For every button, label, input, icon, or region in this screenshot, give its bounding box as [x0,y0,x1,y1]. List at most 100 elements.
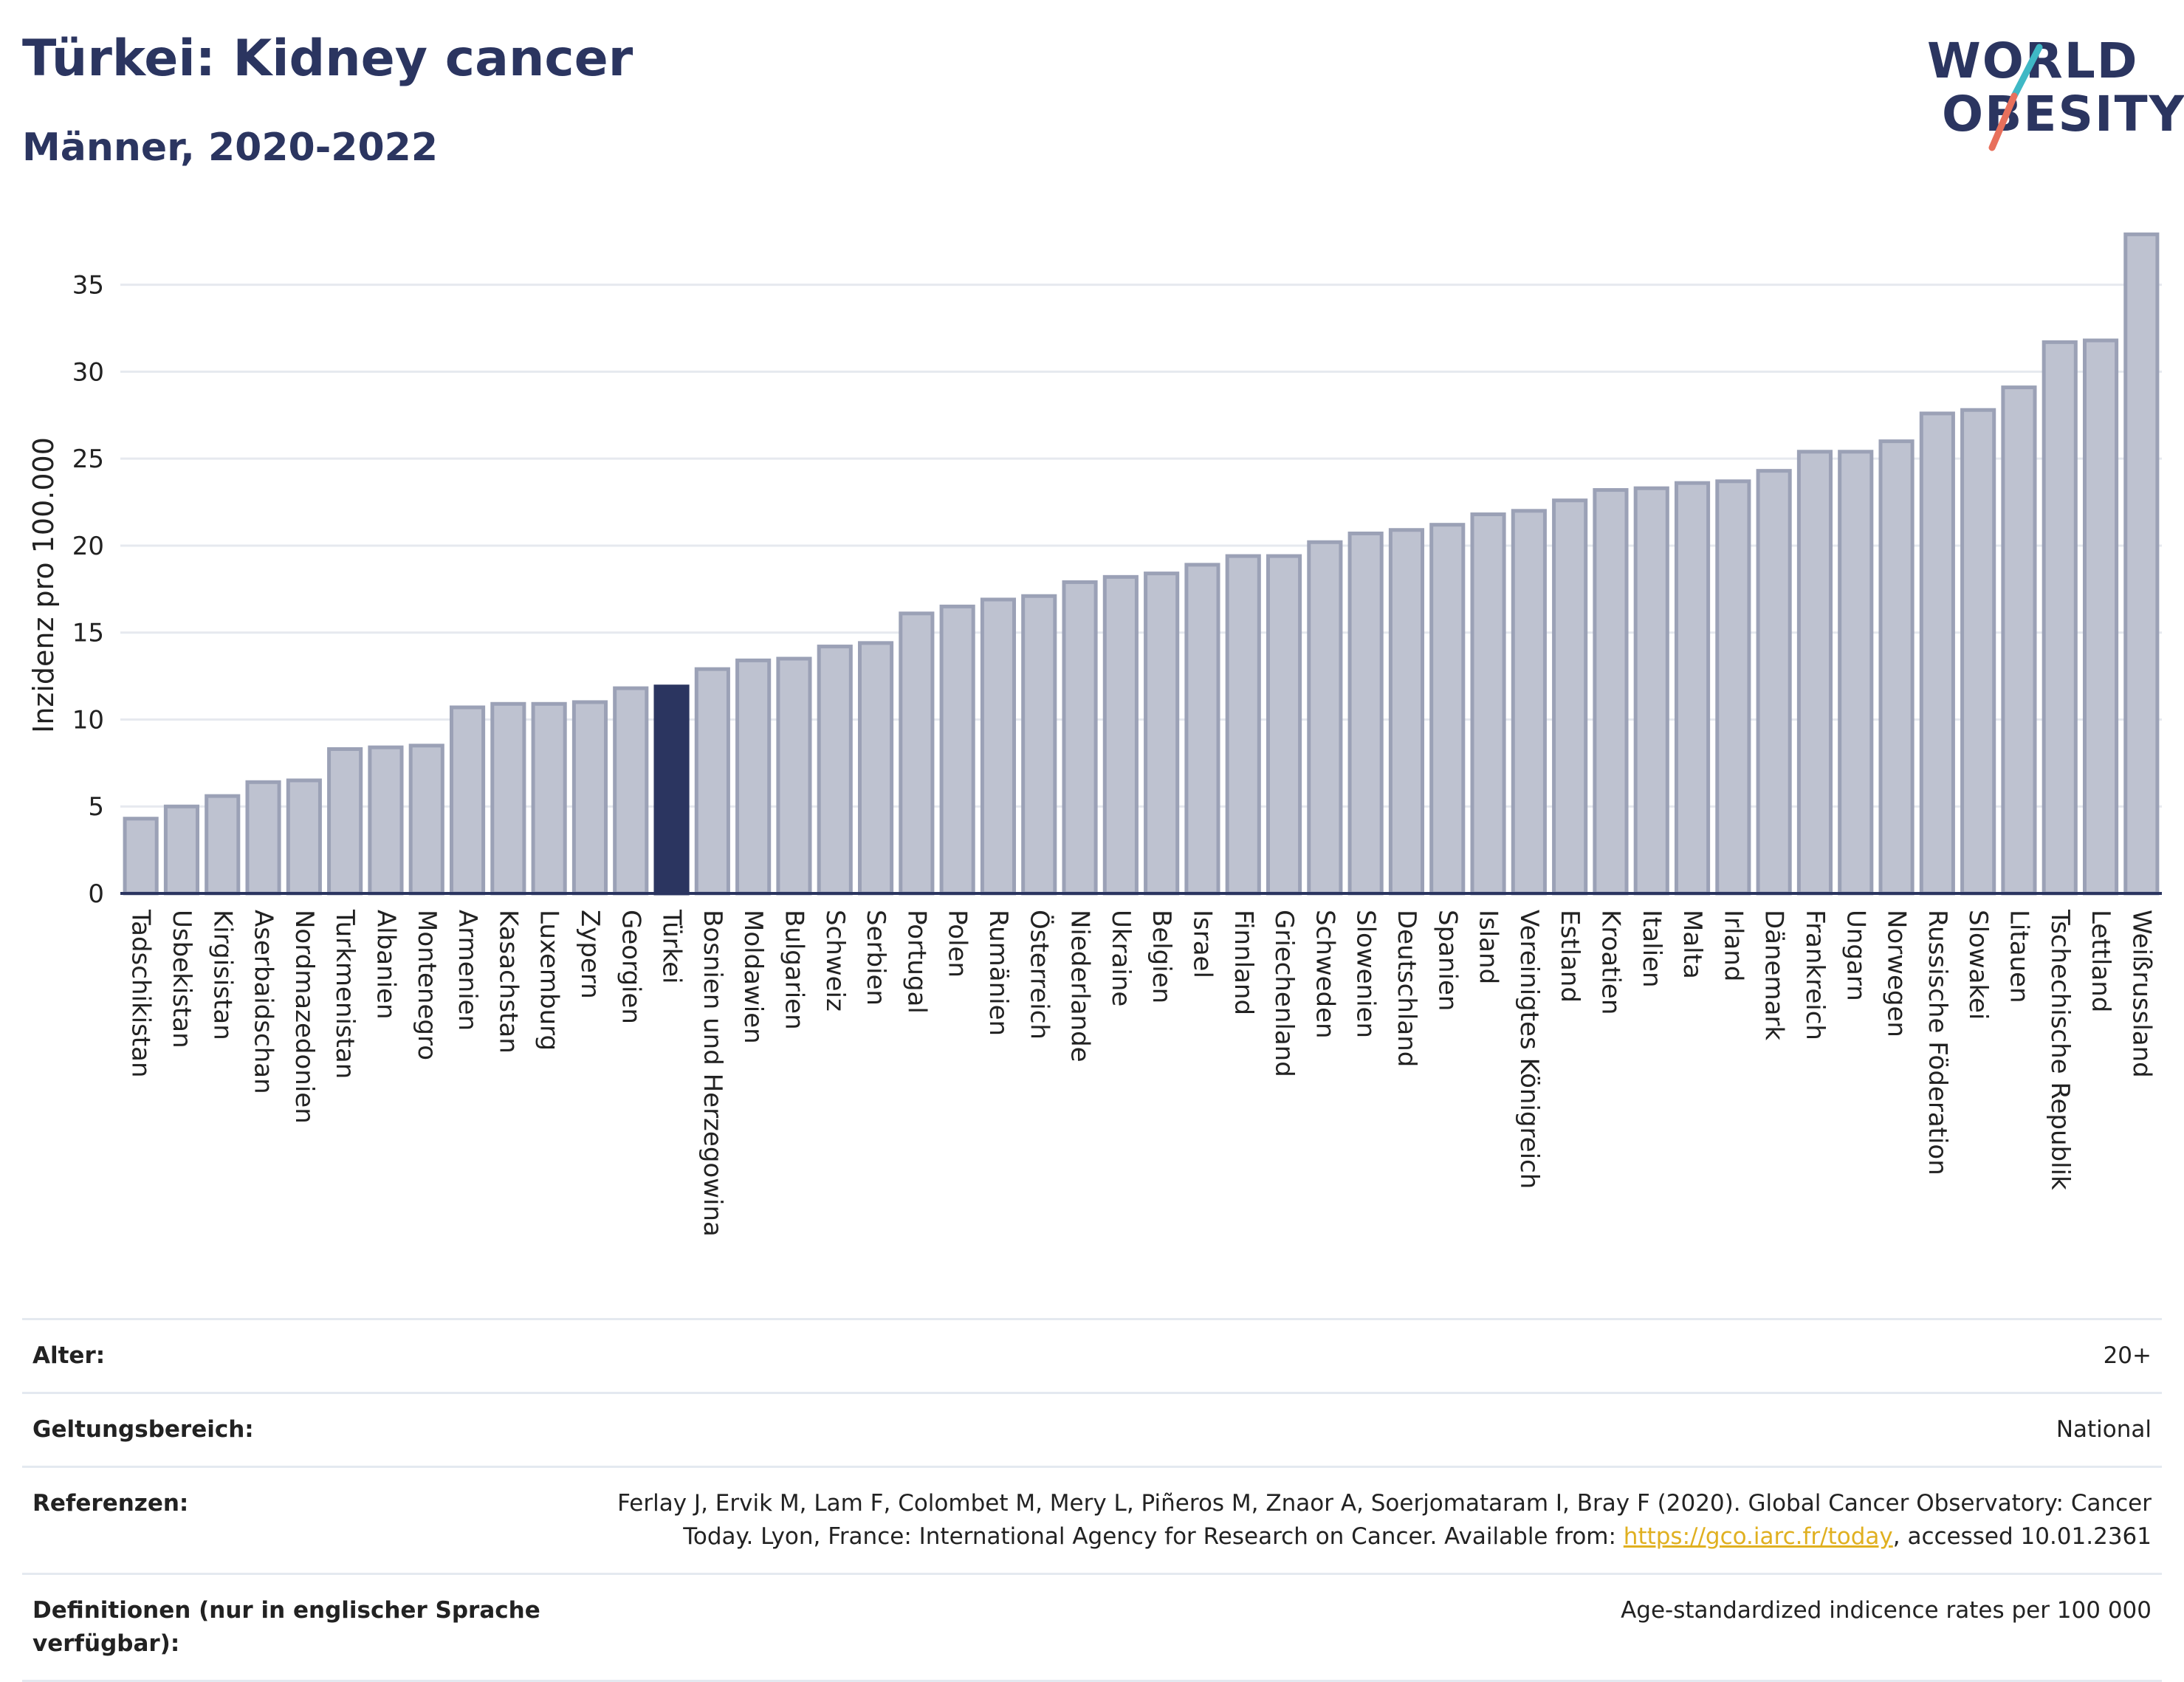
x-tick-label: Russische Föderation [1923,910,1952,1175]
x-tick-label: Usbekistan [167,910,196,1048]
bar [735,658,772,896]
info-value-definitions: Age-standardized indicence rates per 100… [1621,1596,2152,1624]
bar [2042,340,2078,896]
x-axis-labels: Tadschikistan Usbekistan Kirgisistan Aserba… [126,909,2157,1237]
bar [1225,554,1261,896]
bar [1062,580,1098,896]
logo-text-obesity: OBESITY [1942,86,2184,143]
info-value-references: Ferlay J, Ervik M, Lam F, Colombet M, Me… [560,1466,2162,1573]
x-tick-label: Slowenien [1351,910,1381,1038]
bar [1756,469,1792,896]
y-axis-title: Inzidenz pro 100.000 [27,437,60,733]
bar [571,700,608,896]
y-tick-label: 10 [72,705,104,735]
bar [1266,554,1302,896]
x-tick-label: Tadschikistan [126,909,156,1078]
x-tick-label: Bosnien und Herzegowina [698,910,727,1237]
x-tick-label: Ungarn [1841,910,1870,1001]
bar [1102,574,1139,896]
bar [245,780,281,896]
reference-accessed: , accessed 10.01.2361 [1892,1523,2152,1550]
bar [286,778,322,896]
info-row-scope: Geltungsbereich: National [22,1393,2162,1466]
info-key-references: Referenzen: [32,1489,189,1517]
bar [163,804,200,896]
info-value-scope: National [2056,1415,2152,1443]
y-tick-label: 25 [72,444,104,474]
x-tick-label: Nordmazedonien [289,910,319,1124]
x-tick-label: Montenegro [412,910,442,1060]
bar [1674,481,1711,896]
x-tick-label: Georgien [616,910,645,1024]
x-tick-label: Schweden [1310,910,1339,1039]
bar [1021,594,1057,896]
x-tick-label: Vereinigtes Königreich [1514,910,1544,1189]
bar [205,794,241,896]
bar [1715,479,1751,896]
bar [1796,450,1833,896]
bar [899,611,935,896]
bar [1878,439,1915,896]
x-tick-label: Niederlande [1065,910,1095,1063]
bar [2001,385,2037,896]
x-tick-label: Norwegen [1882,910,1912,1037]
bar [817,645,853,896]
x-tick-label: Kirgisistan [207,910,237,1040]
bar [1919,411,1955,896]
x-tick-label: Kasachstan [493,910,523,1054]
bar [1511,509,1547,896]
x-tick-label: Bulgarien [779,910,808,1030]
x-tick-label: Turkmenistan [330,909,360,1079]
bar [980,597,1017,896]
bar [123,817,159,896]
x-tick-label: Belgien [1147,910,1176,1003]
bar [1388,528,1425,896]
reference-text: Ferlay J, Ervik M, Lam F, Colombet M, Me… [617,1489,2152,1550]
x-tick-label: Luxemburg [535,910,564,1051]
bar-chart: 0 5 10 15 20 25 30 35 Tadschikistan Usbekistan Ki… [27,232,2162,1237]
bar [1184,563,1220,896]
info-key-scope: Geltungsbereich: [32,1415,254,1443]
x-tick-label: Israel [1187,910,1217,978]
x-tick-label: Italien [1637,910,1666,988]
x-tick-label: Frankreich [1800,910,1830,1040]
bar [857,641,894,896]
info-row-definitions: Definitionen (nur in englischer Sprache … [22,1573,2162,1681]
x-tick-label: Tschechische Republik [2045,909,2075,1190]
bar [776,656,812,896]
logo-slash-icon [1988,44,2043,151]
bar [1960,408,1996,896]
bar [1838,450,1874,896]
y-tick-label: 30 [72,357,104,387]
x-tick-label: Albanien [371,910,400,1020]
x-tick-label: Litauen [2004,910,2033,1003]
info-row-references: Referenzen: Ferlay J, Ervik M, Lam F, Co… [22,1466,2162,1573]
x-tick-label: Griechenland [1269,910,1299,1077]
bar [1552,498,1588,896]
bar [368,745,404,896]
reference-link[interactable]: https://gco.iarc.fr/today [1623,1523,1893,1550]
x-tick-label: Zypern [575,910,605,999]
bar [1429,523,1466,896]
bar [2123,232,2160,896]
x-tick-label: Island [1474,910,1503,984]
x-tick-label: Estland [1555,910,1584,1003]
info-key-age: Alter: [32,1342,106,1369]
bar [2082,338,2119,896]
y-tick-label: 15 [72,619,104,648]
x-tick-label: Malta [1678,910,1707,979]
world-obesity-logo: WORLD OBESITY [1927,37,2184,162]
bar [531,701,567,896]
chart-title: Türkei: Kidney cancer [22,30,633,88]
info-value-age: 20+ [2103,1342,2152,1369]
x-tick-label: Türkei [657,909,687,984]
bar [1307,540,1343,896]
chart-subtitle: Männer, 2020-2022 [22,126,439,170]
x-tick-label: Lettland [2086,910,2115,1012]
y-tick-label: 5 [88,792,104,822]
bar [408,744,444,896]
y-tick-label: 35 [72,271,104,301]
x-tick-label: Österreich [1024,910,1054,1040]
bar-highlight [653,684,690,896]
x-tick-label: Armenien [453,910,482,1031]
